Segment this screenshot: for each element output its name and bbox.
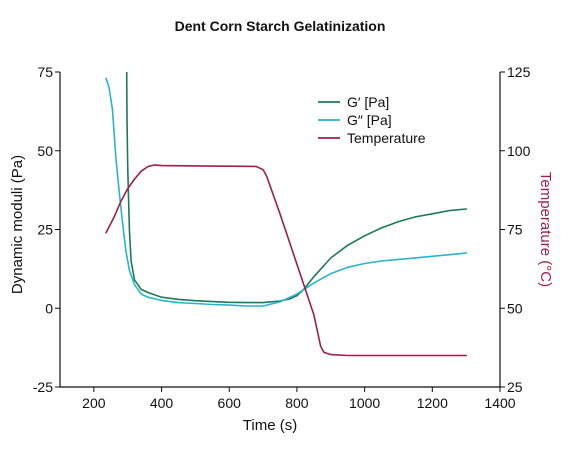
y-tick-label-right: 50 [507,300,523,316]
series-line-temperature [105,164,468,357]
y-tick-label-left: 50 [37,143,53,159]
y-tick-label-left: 0 [45,300,53,316]
ticks-group: 200 400 600 800 1000 1200 1400 -25 0 25 50 75 25 50 75… [33,64,531,411]
y-tick-label-left: -25 [33,379,53,395]
y-tick-label-left: 75 [37,64,53,80]
axes-group [59,72,501,388]
y-tick-label-right: 125 [507,64,531,80]
y-axis-title-right: Temperature (°C) [537,172,554,287]
x-tick-label: 1200 [417,395,448,411]
legend: G′ [Pa] G″ [Pa] Temperature [318,94,426,146]
x-tick-label: 1000 [349,395,380,411]
y-tick-label-right: 25 [507,379,523,395]
x-tick-label: 400 [150,395,174,411]
series-line-g-double-prime [105,77,468,307]
chart-title: Dent Corn Starch Gelatinization [175,18,386,34]
x-tick-label: 600 [218,395,242,411]
x-tick-label: 1400 [484,395,515,411]
y-tick-label-right: 75 [507,222,523,238]
x-axis-title: Time (s) [243,417,297,434]
x-tick-label: 200 [82,395,106,411]
series-group [105,72,468,357]
y-axis-title-left: Dynamic moduli (Pa) [9,155,26,294]
y-tick-label-left: 25 [37,222,53,238]
series-line-g-prime [125,72,468,304]
x-tick-label: 800 [285,395,309,411]
legend-label: G″ [Pa] [347,112,392,128]
legend-label: G′ [Pa] [347,94,389,110]
y-tick-label-right: 100 [507,143,531,159]
legend-label: Temperature [347,130,426,146]
